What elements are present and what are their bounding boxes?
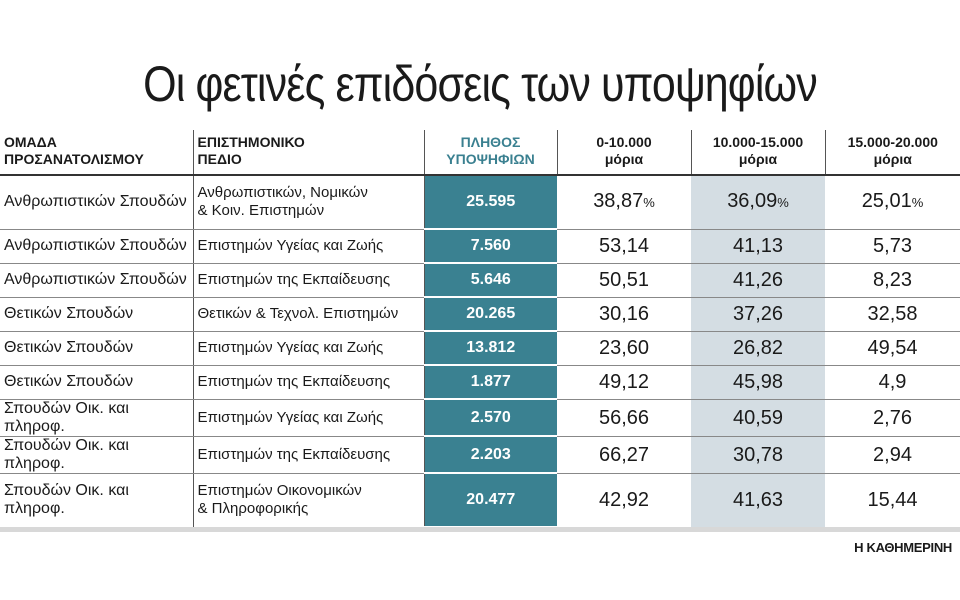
table-row: Θετικών Σπουδών Επιστημών της Εκπαίδευσης… — [0, 365, 960, 400]
percentage-cell: 56,66 — [557, 399, 691, 437]
percent-sign: % — [911, 195, 924, 211]
percent-sign: % — [643, 195, 655, 211]
percentage-cell: 23,60 — [557, 331, 691, 366]
field-cell: Θετικών & Τεχνολ. Επιστημών — [193, 297, 425, 332]
percentage-cell: 30,16 — [557, 297, 691, 332]
percentage-cell: 42,92 — [557, 473, 691, 528]
percentage-cell: 41,63 — [691, 473, 825, 528]
candidates-count-cell: 5.646 — [424, 263, 557, 298]
percentage-cell: 4,9 — [825, 365, 960, 400]
field-cell: Επιστημών Υγείας και Ζωής — [193, 331, 425, 366]
percentage-cell: 37,26 — [691, 297, 825, 332]
column-header: ΠΛΗΘΟΣ ΥΠΟΨΗΦΙΩΝ — [423, 130, 557, 176]
candidates-count-cell: 20.265 — [424, 297, 557, 332]
table-row: Ανθρωπιστικών Σπουδών Ανθρωπιστικών, Νομι… — [0, 175, 960, 230]
group-cell: Ανθρωπιστικών Σπουδών — [0, 229, 194, 264]
percentage-cell: 2,94 — [825, 436, 960, 474]
percentage-cell: 26,82 — [691, 331, 825, 366]
percentage-cell: 53,14 — [557, 229, 691, 264]
candidates-count-cell: 1.877 — [424, 365, 557, 400]
percentage-cell: 49,12 — [557, 365, 691, 400]
candidates-count-cell: 20.477 — [424, 473, 557, 528]
candidates-count-cell: 13.812 — [424, 331, 557, 366]
percentage-cell: 38,87% — [557, 175, 691, 230]
percentage-cell: 8,23 — [825, 263, 960, 298]
table-row: Θετικών Σπουδών Επιστημών Υγείας και Ζωής… — [0, 331, 960, 366]
percentage-cell: 25,01% — [825, 175, 960, 230]
percentage-cell: 30,78 — [691, 436, 825, 474]
source-logo: Η ΚΑΘΗΜΕΡΙΝΗ — [854, 540, 952, 555]
column-header: 15.000-20.000 μόρια — [824, 130, 960, 176]
page-title: Οι φετινές επιδόσεις των υποψηφίων — [143, 56, 818, 112]
percentage-cell: 66,27 — [557, 436, 691, 474]
group-cell: Σπουδών Οικ. και πληροφ. — [0, 473, 194, 528]
table-row: Σπουδών Οικ. και πληροφ. Επιστημών Οικονο… — [0, 473, 960, 528]
table-row: Σπουδών Οικ. και πληροφ. Επιστημών της Εκ… — [0, 436, 960, 474]
field-cell: Επιστημών Υγείας και Ζωής — [193, 399, 425, 437]
percentage-cell: 2,76 — [825, 399, 960, 437]
results-table: ΟΜΑΔΑ ΠΡΟΣΑΝΑΤΟΛΙΣΜΟΥ ΕΠΙΣΤΗΜΟΝΙΚΟ ΠΕΔΙΟ ΠΛΗ… — [0, 130, 960, 528]
column-header: 10.000-15.000 μόρια — [690, 130, 825, 176]
percent-sign: % — [777, 195, 789, 211]
group-cell: Ανθρωπιστικών Σπουδών — [0, 175, 194, 230]
percentage-cell: 40,59 — [691, 399, 825, 437]
table-row: Ανθρωπιστικών Σπουδών Επιστημών Υγείας κα… — [0, 229, 960, 264]
percentage-cell: 36,09% — [691, 175, 825, 230]
table-row: Σπουδών Οικ. και πληροφ. Επιστημών Υγείας… — [0, 399, 960, 437]
table-row: Ανθρωπιστικών Σπουδών Επιστημών της Εκπαί… — [0, 263, 960, 298]
candidates-count-cell: 2.570 — [424, 399, 557, 437]
percentage-cell: 41,26 — [691, 263, 825, 298]
header-row: ΟΜΑΔΑ ΠΡΟΣΑΝΑΤΟΛΙΣΜΟΥ ΕΠΙΣΤΗΜΟΝΙΚΟ ΠΕΔΙΟ ΠΛΗ… — [0, 130, 960, 176]
field-cell: Επιστημών Οικονομικών & Πληροφορικής — [193, 473, 425, 528]
column-header: 0-10.000 μόρια — [556, 130, 691, 176]
footer-divider — [0, 527, 960, 532]
field-cell: Επιστημών της Εκπαίδευσης — [193, 365, 425, 400]
percentage-cell: 50,51 — [557, 263, 691, 298]
percentage-cell: 41,13 — [691, 229, 825, 264]
candidates-count-cell: 7.560 — [424, 229, 557, 264]
field-cell: Επιστημών Υγείας και Ζωής — [193, 229, 425, 264]
group-cell: Θετικών Σπουδών — [0, 365, 194, 400]
column-header: ΕΠΙΣΤΗΜΟΝΙΚΟ ΠΕΔΙΟ — [192, 130, 424, 176]
percentage-cell: 45,98 — [691, 365, 825, 400]
group-cell: Θετικών Σπουδών — [0, 331, 194, 366]
field-cell: Ανθρωπιστικών, Νομικών & Κοιν. Επιστημών — [193, 175, 425, 230]
column-header: ΟΜΑΔΑ ΠΡΟΣΑΝΑΤΟΛΙΣΜΟΥ — [0, 130, 193, 176]
group-cell: Σπουδών Οικ. και πληροφ. — [0, 399, 194, 437]
percentage-cell: 5,73 — [825, 229, 960, 264]
table-row: Θετικών Σπουδών Θετικών & Τεχνολ. Επιστημ… — [0, 297, 960, 332]
percentage-cell: 32,58 — [825, 297, 960, 332]
field-cell: Επιστημών της Εκπαίδευσης — [193, 263, 425, 298]
percentage-cell: 49,54 — [825, 331, 960, 366]
group-cell: Ανθρωπιστικών Σπουδών — [0, 263, 194, 298]
candidates-count-cell: 2.203 — [424, 436, 557, 474]
field-cell: Επιστημών της Εκπαίδευσης — [193, 436, 425, 474]
percentage-cell: 15,44 — [825, 473, 960, 528]
candidates-count-cell: 25.595 — [424, 175, 557, 230]
group-cell: Θετικών Σπουδών — [0, 297, 194, 332]
group-cell: Σπουδών Οικ. και πληροφ. — [0, 436, 194, 474]
